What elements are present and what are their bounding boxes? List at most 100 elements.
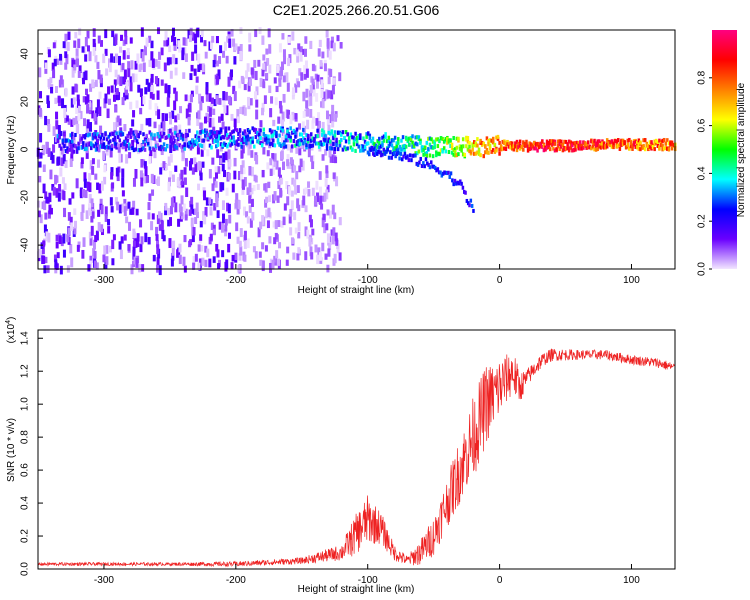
spectrogram-speckle — [335, 176, 339, 187]
spectrogram-speckle — [169, 144, 173, 154]
spectrogram-speckle — [317, 112, 321, 122]
spectrogram-branch-cell — [374, 150, 378, 155]
spectrogram-ridge-cell — [566, 142, 569, 147]
spectrogram-speckle — [290, 237, 294, 245]
spectrogram-ridge-cell — [90, 146, 93, 151]
spectrogram-ridge-cell — [609, 143, 612, 148]
spectrogram-speckle — [160, 79, 164, 86]
spectrogram-ridge-cell — [110, 146, 114, 151]
spectrogram-speckle — [85, 151, 89, 159]
spectrogram-branch-cell — [393, 150, 396, 155]
spectrogram-speckle — [128, 221, 132, 231]
spectrogram-ridge-cell — [662, 146, 666, 151]
spectrogram-speckle — [280, 61, 284, 70]
spectrogram-speckle — [309, 90, 313, 98]
spectrogram-ridge-cell — [142, 139, 145, 144]
spectrogram-ridge-cell — [414, 135, 417, 140]
spectrogram-speckle — [108, 98, 112, 105]
spectrogram-ridge-cell — [612, 143, 615, 148]
spectrogram-ridge-cell — [420, 148, 424, 153]
spectrogram-speckle — [129, 208, 133, 215]
spectrogram-ridge-cell — [270, 130, 273, 135]
spectrogram-speckle — [91, 166, 95, 175]
spectrogram-branch-cell — [385, 149, 388, 154]
spectrogram-speckle — [264, 199, 268, 208]
spectrogram-speckle — [208, 258, 212, 268]
spectrogram-speckle — [159, 212, 163, 223]
spectrogram-ridge-cell — [173, 138, 177, 143]
spectrogram-branch-cell — [416, 162, 420, 167]
spectrogram-speckle — [278, 100, 282, 109]
spectrogram-ridge-cell — [423, 145, 427, 150]
spectrogram-speckle — [214, 172, 218, 179]
spectrogram-speckle — [297, 247, 301, 254]
spectrogram-ridge-cell — [408, 136, 411, 141]
spectrogram-ridge-cell — [522, 147, 525, 152]
spectrogram-speckle — [280, 66, 284, 77]
spectrogram-speckle — [197, 244, 201, 252]
spectrogram-speckle — [322, 91, 326, 102]
spectrogram-speckle — [46, 95, 50, 104]
spectrogram-speckle — [334, 156, 338, 164]
spectrogram-speckle — [296, 253, 300, 261]
spectrogram-speckle — [221, 121, 225, 130]
spectrogram-speckle — [322, 132, 326, 140]
spectrogram-ridge-cell — [230, 135, 234, 140]
spectrogram-ridge-cell — [170, 138, 174, 143]
colorbar-tick-label: 0.4 — [697, 166, 708, 180]
spectrogram-ridge-cell — [305, 143, 308, 148]
spectrogram-ridge-cell — [346, 132, 349, 137]
spectrogram-speckle — [189, 94, 193, 103]
spectrogram-speckle — [154, 59, 158, 67]
spectrogram-speckle — [326, 233, 330, 243]
spectrogram-speckle — [85, 210, 89, 219]
spectrogram-ridge-cell — [366, 141, 370, 146]
spectrogram-speckle — [54, 133, 58, 143]
spectrogram-speckle — [182, 256, 186, 267]
spectrogram-ridge-cell — [566, 146, 569, 151]
spectrogram-speckle — [331, 85, 335, 95]
spectrogram-branch-cell — [399, 151, 403, 156]
spectrogram-branch-cell — [460, 181, 463, 186]
spectrogram-speckle — [249, 98, 253, 106]
spectrogram-speckle — [223, 41, 227, 51]
spectrogram-speckle — [229, 72, 233, 81]
spectrogram-ridge-cell — [267, 139, 270, 144]
spectrogram-ridge-cell — [457, 152, 460, 157]
spectrogram-speckle — [241, 145, 245, 154]
spectrogram-ridge-cell — [436, 151, 440, 156]
spectrogram-speckle — [296, 52, 300, 63]
spectrogram-ridge-cell — [232, 129, 235, 134]
spectrogram-speckle — [173, 44, 177, 51]
spectrogram-speckle — [234, 199, 238, 209]
spectrogram-speckle — [75, 178, 79, 189]
spectrogram-ridge-cell — [480, 140, 484, 145]
snr-y-multiplier: (x104) — [5, 317, 17, 344]
spectrogram-ridge-cell — [618, 142, 622, 147]
spectrogram-speckle — [158, 224, 162, 231]
spectrogram-branch-cell — [366, 150, 370, 155]
spectrogram-speckle — [87, 207, 91, 216]
spectrogram-ridge-cell — [661, 147, 664, 152]
spectrogram-speckle — [131, 119, 135, 127]
spectrogram-ridge-cell — [564, 146, 568, 151]
spectrogram-ridge-cell — [393, 135, 397, 140]
spectrogram-ridge-cell — [579, 146, 582, 151]
spectrogram-speckle — [266, 58, 270, 66]
spectrogram-ridge-cell — [165, 135, 169, 140]
spectrogram-ridge-cell — [332, 141, 335, 146]
spectrogram-ridge-cell — [215, 136, 218, 141]
spectrogram-ridge-cell — [226, 144, 229, 149]
spectrogram-speckle — [53, 254, 57, 263]
spectrogram-speckle — [259, 137, 263, 144]
spectrogram-ridge-cell — [476, 143, 479, 148]
spectrogram-speckle — [188, 95, 192, 103]
spectrogram-speckle — [156, 240, 160, 248]
spectrogram-speckle — [164, 83, 168, 94]
spectrogram-speckle — [39, 152, 43, 159]
spectrogram-speckle — [323, 63, 327, 72]
spectrogram-ridge-cell — [338, 130, 341, 135]
spectrogram-speckle — [197, 183, 201, 191]
spectrogram-speckle — [120, 34, 124, 41]
spectrogram-ridge-cell — [278, 142, 281, 147]
